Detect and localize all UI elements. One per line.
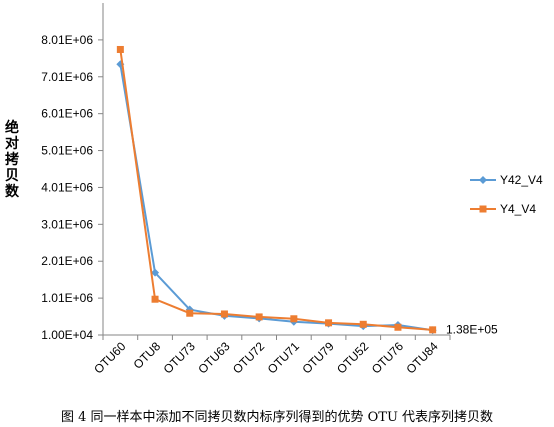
- x-tick-label: OTU52: [334, 339, 371, 376]
- x-tick-label: OTU60: [91, 339, 128, 376]
- data-point: [220, 310, 228, 318]
- y-tick-label: 2.01E+06: [41, 254, 93, 268]
- x-tick-label: OTU71: [265, 339, 302, 376]
- data-point: [394, 323, 402, 331]
- y-tick-label: 4.01E+06: [41, 180, 93, 194]
- legend-marker: [479, 205, 487, 213]
- x-tick-label: OTU73: [161, 339, 198, 376]
- line-chart: 1.00E+04 1.01E+06 2.01E+06 3.01E+06 4.01E+06…: [41, 3, 543, 376]
- legend-label: Y4_V4: [500, 202, 536, 216]
- x-tick-label: OTU72: [230, 339, 267, 376]
- data-point: [186, 309, 194, 317]
- data-point: [429, 326, 437, 334]
- y-tick-label: 3.01E+06: [41, 217, 93, 231]
- legend-label: Y42_V4: [500, 173, 543, 187]
- legend-marker: [479, 176, 487, 184]
- data-point: [151, 268, 160, 277]
- data-point: [255, 313, 263, 321]
- x-tick-label: OTU84: [404, 339, 441, 376]
- y-tick-label: 1.00E+04: [41, 328, 93, 342]
- data-point: [116, 45, 124, 53]
- x-tick-label: OTU79: [299, 339, 336, 376]
- figure-caption: 图 4 同一样本中添加不同拷贝数内标序列得到的优势 OTU 代表序列拷贝数: [60, 410, 494, 425]
- data-point: [325, 319, 333, 327]
- series-line: [119, 49, 433, 331]
- y-tick-label: 8.01E+06: [41, 33, 93, 47]
- x-tick-label: OTU76: [369, 339, 406, 376]
- x-tick-label: OTU63: [195, 339, 232, 376]
- data-point: [359, 320, 367, 328]
- y-tick-label: 1.01E+06: [41, 291, 93, 305]
- y-axis-label: 绝对拷贝数: [5, 120, 19, 200]
- y-tick-label: 6.01E+06: [41, 107, 93, 121]
- data-point: [151, 295, 159, 303]
- series-line: [119, 64, 433, 332]
- chart-area: 1.00E+04 1.01E+06 2.01E+06 3.01E+06 4.01E+06…: [41, 3, 543, 376]
- data-point: [290, 315, 298, 323]
- x-tick-label: OTU8: [131, 339, 164, 372]
- y-tick-label: 5.01E+06: [41, 144, 93, 158]
- y-tick-label: 7.01E+06: [41, 70, 93, 84]
- annotation-label: 1.38E+05: [446, 322, 498, 336]
